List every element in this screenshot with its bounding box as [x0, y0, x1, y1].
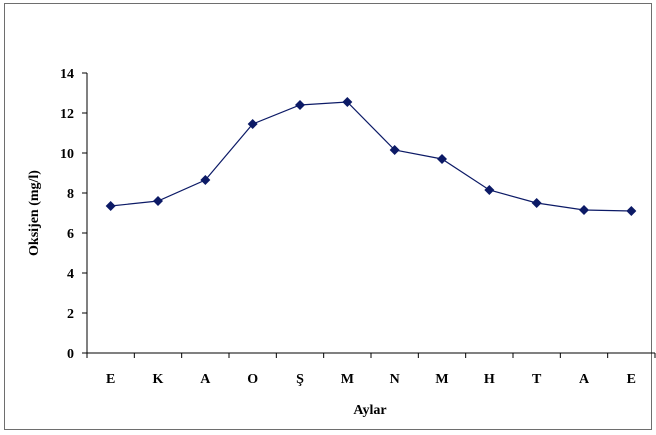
x-tick-label: O: [247, 372, 258, 387]
y-tick-label: 4: [67, 267, 74, 282]
y-axis-title: Oksijen (mg/l): [27, 170, 42, 256]
x-tick-label: Ş: [296, 372, 304, 387]
x-axis-title: Aylar: [353, 403, 386, 418]
data-point-marker: [105, 201, 116, 211]
x-tick-label: N: [390, 372, 400, 387]
data-point-marker: [295, 100, 305, 110]
x-tick-label: H: [484, 372, 495, 387]
data-point-marker: [200, 175, 211, 185]
y-axis: 0 2 4 6 8 10 12 14: [60, 67, 88, 362]
data-point-marker: [484, 185, 495, 195]
x-tick-label: A: [579, 372, 590, 387]
data-point-marker: [247, 119, 258, 129]
y-tick-label: 2: [67, 307, 74, 322]
y-tick-label: 10: [60, 147, 74, 162]
x-tick-label: T: [532, 372, 542, 387]
x-tick-label: M: [341, 372, 354, 387]
x-tick-label: M: [435, 372, 448, 387]
data-point-marker: [579, 205, 589, 215]
series-line: [110, 101, 632, 212]
data-point-marker: [389, 145, 400, 155]
x-tick-label: A: [200, 372, 211, 387]
x-tick-label: K: [153, 372, 164, 387]
y-tick-label: 12: [60, 107, 74, 122]
x-tick-label: E: [106, 372, 115, 387]
data-point-marker: [531, 198, 542, 208]
data-point-marker: [342, 97, 353, 107]
data-point-marker: [626, 206, 637, 216]
y-tick-label: 8: [67, 187, 74, 202]
chart-frame: [4, 3, 652, 430]
y-tick-label: 6: [67, 227, 74, 242]
data-point-marker: [153, 196, 163, 206]
x-tick-label: E: [627, 372, 636, 387]
data-series: [105, 97, 637, 216]
y-tick-label: 14: [60, 67, 74, 82]
y-tick-label: 0: [67, 347, 74, 362]
data-point-marker: [437, 154, 447, 164]
